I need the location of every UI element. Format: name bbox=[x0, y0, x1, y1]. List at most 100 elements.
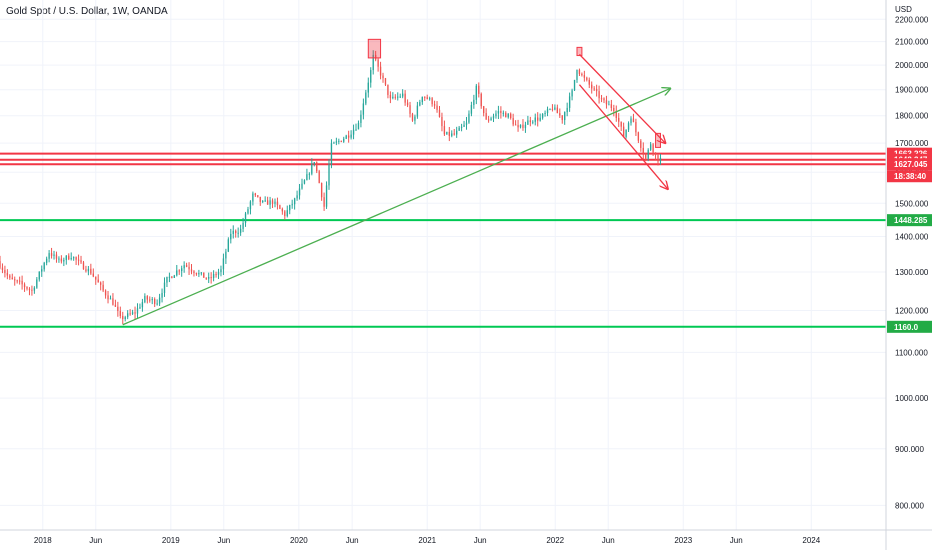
candle-body bbox=[347, 135, 350, 138]
candle-body bbox=[389, 94, 392, 99]
candle-body bbox=[475, 85, 477, 100]
price-axis[interactable]: 800.000 900.000 1000.000 1100.000 1200.000 13… bbox=[885, 0, 929, 550]
candle-body bbox=[242, 222, 244, 229]
highlight-box[interactable] bbox=[576, 46, 583, 57]
candle-body bbox=[200, 272, 203, 274]
candle-body bbox=[144, 296, 146, 303]
candle-body bbox=[87, 268, 90, 272]
candle-body bbox=[603, 98, 605, 101]
candle-body bbox=[210, 277, 212, 279]
candle-body bbox=[642, 147, 644, 154]
y-tick-label: 1400.000 bbox=[895, 232, 929, 241]
candle-body bbox=[654, 152, 657, 156]
candle-body bbox=[578, 69, 581, 74]
candle-body bbox=[598, 91, 600, 99]
candle-body bbox=[95, 276, 97, 280]
time-axis[interactable]: 2018 Jun 2019 Jun 2020 Jun 2021 Jun 2022 Jun 2023 J… bbox=[0, 529, 932, 545]
candle-body bbox=[323, 197, 325, 207]
price-badge bbox=[887, 320, 932, 333]
x-tick-label: Jun bbox=[474, 536, 487, 545]
candle-body bbox=[443, 126, 446, 135]
candle-body bbox=[126, 313, 129, 318]
candle-body bbox=[382, 75, 384, 79]
candle-body bbox=[632, 118, 635, 123]
candle-body bbox=[124, 317, 126, 320]
candle-body bbox=[451, 133, 453, 136]
highlight-box[interactable] bbox=[655, 132, 661, 148]
candle-body bbox=[158, 297, 161, 304]
x-tick-label: 2020 bbox=[290, 536, 308, 545]
candle-body bbox=[404, 93, 406, 103]
candle-body bbox=[28, 288, 31, 290]
candle-body bbox=[318, 171, 320, 184]
candle-body bbox=[205, 277, 207, 279]
x-tick-label: 2018 bbox=[34, 536, 52, 545]
support-trendline[interactable] bbox=[122, 88, 671, 326]
candle-body bbox=[595, 88, 598, 92]
candle-body bbox=[122, 315, 124, 320]
x-tick-label: 2024 bbox=[802, 536, 820, 545]
candle-body bbox=[583, 75, 586, 78]
candle-body bbox=[306, 174, 308, 181]
candle-body bbox=[203, 272, 205, 278]
candle-body bbox=[97, 279, 99, 283]
candle-body bbox=[266, 200, 269, 205]
candle-body bbox=[193, 271, 195, 274]
candle-body bbox=[492, 116, 495, 119]
candle-body bbox=[554, 107, 556, 110]
candle-body bbox=[519, 124, 522, 128]
candle-body bbox=[522, 124, 524, 129]
chart-title: Gold Spot / U.S. Dollar, 1W, OANDA bbox=[6, 6, 168, 17]
candle-body bbox=[433, 104, 436, 106]
candle-body bbox=[284, 211, 286, 217]
candle-body bbox=[70, 258, 72, 260]
candle-body bbox=[514, 124, 517, 126]
candle-body bbox=[551, 108, 554, 110]
candle-body bbox=[527, 120, 529, 125]
candle-body bbox=[532, 121, 534, 123]
price-badge-label: 1627.045 bbox=[894, 160, 928, 169]
price-badges: 1663.2261642.3471627.0451448.2851160.018… bbox=[887, 147, 932, 333]
candle-body bbox=[264, 200, 266, 202]
countdown-label: 18:38:40 bbox=[894, 172, 927, 181]
candle-body bbox=[296, 195, 298, 199]
candle-body bbox=[350, 134, 352, 138]
candle-body bbox=[212, 274, 215, 279]
candle-body bbox=[622, 126, 625, 137]
candle-body bbox=[26, 287, 28, 289]
highlight-box[interactable] bbox=[367, 38, 382, 59]
candle-body bbox=[325, 185, 328, 207]
candle-body bbox=[166, 276, 168, 283]
candle-body bbox=[487, 119, 490, 121]
candle-body bbox=[406, 102, 409, 106]
candle-body bbox=[80, 260, 82, 263]
x-tick-label: Jun bbox=[89, 536, 102, 545]
candle-body bbox=[367, 82, 369, 93]
candle-body bbox=[4, 270, 6, 274]
horizontal-levels[interactable] bbox=[0, 152, 886, 328]
candle-body bbox=[225, 251, 227, 259]
candle-body bbox=[271, 200, 274, 204]
candle-body bbox=[181, 268, 183, 272]
channel-line-1[interactable] bbox=[578, 53, 665, 143]
candle-body bbox=[490, 118, 492, 121]
drawing-tools[interactable] bbox=[122, 38, 671, 326]
candle-body bbox=[171, 276, 173, 278]
candle-body bbox=[313, 162, 315, 164]
candle-body bbox=[657, 155, 659, 162]
candle-body bbox=[495, 113, 497, 117]
channel-line-2[interactable] bbox=[578, 84, 667, 189]
candle-body bbox=[154, 299, 156, 304]
candle-body bbox=[463, 124, 465, 127]
candle-body bbox=[485, 113, 487, 120]
candle-body bbox=[1, 267, 4, 271]
candle-body bbox=[247, 209, 249, 214]
candle-body bbox=[281, 208, 284, 212]
candle-body bbox=[424, 96, 426, 98]
candle-body bbox=[647, 149, 649, 159]
candle-body bbox=[370, 70, 372, 83]
candle-body bbox=[502, 112, 505, 114]
candle-body bbox=[185, 265, 188, 267]
candle-body bbox=[114, 304, 117, 307]
